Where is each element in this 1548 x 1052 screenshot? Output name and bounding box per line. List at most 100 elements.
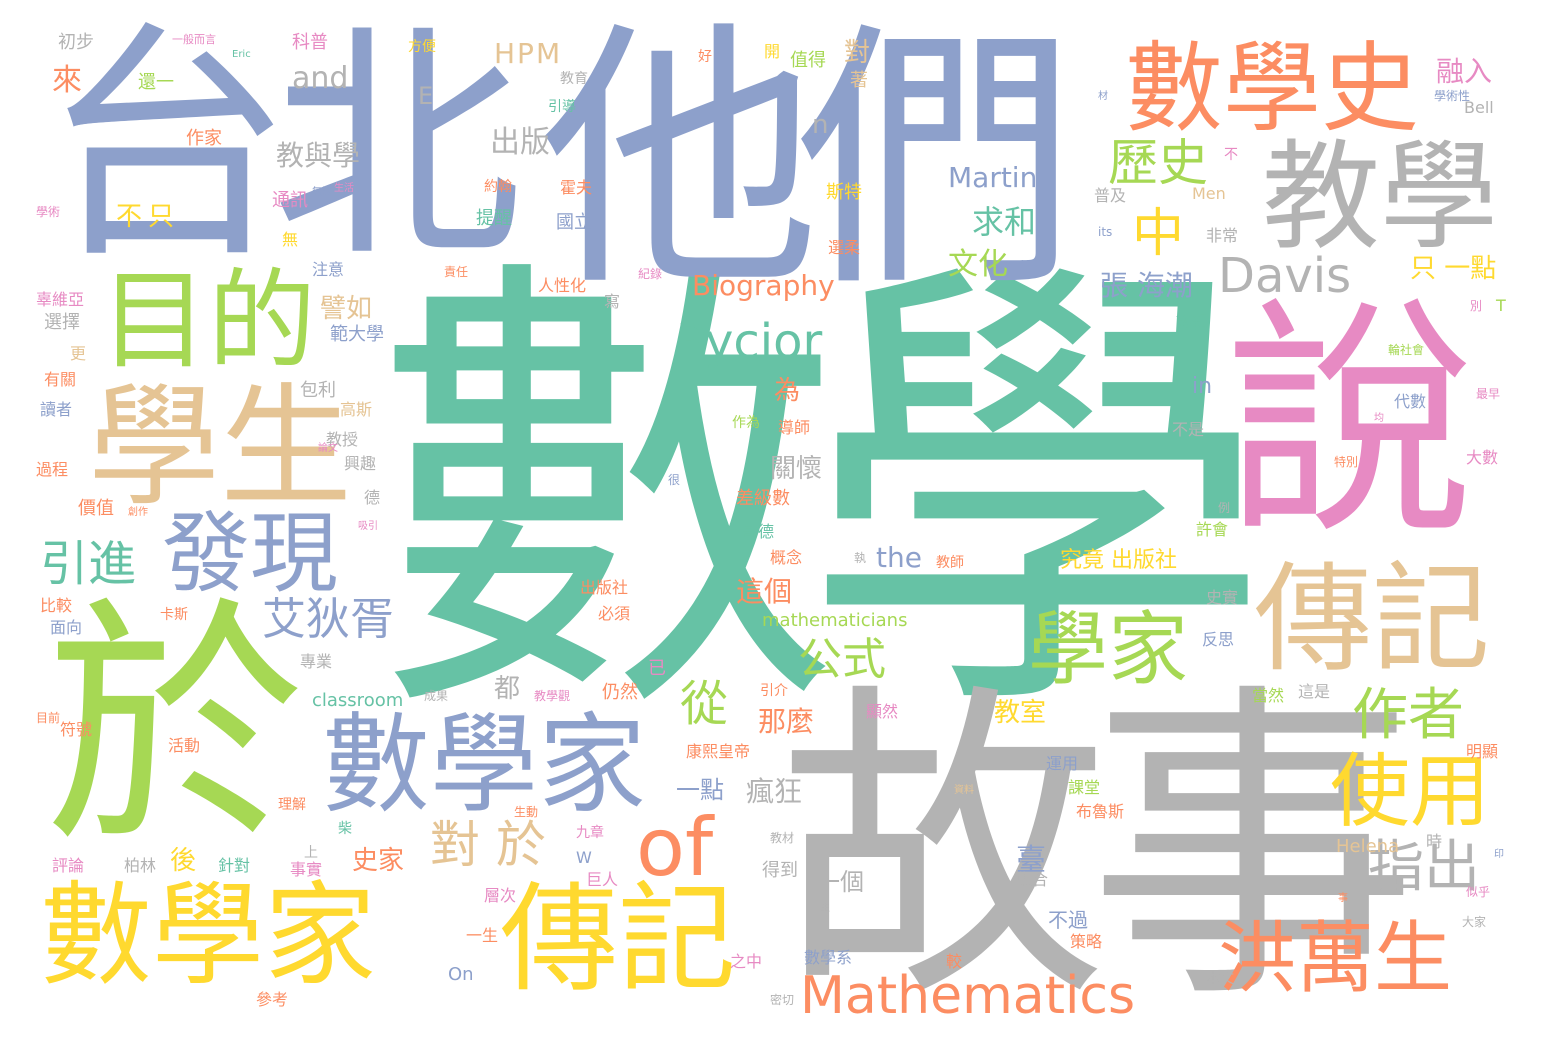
word: 資料 (954, 785, 974, 796)
word: 只 一點 (1410, 254, 1497, 284)
word: 科普 (292, 32, 328, 53)
word: 本文 (1206, 971, 1234, 987)
word: 數學家 (40, 871, 376, 1001)
word: of (636, 801, 714, 894)
word: 那麼 (758, 705, 815, 738)
word: 均 (1374, 413, 1384, 424)
word: 大家 (1462, 915, 1487, 929)
word: 得到 (762, 860, 798, 881)
word: 通訊 (272, 190, 308, 211)
word: 價值 (78, 498, 114, 519)
word: 霍夫 (560, 178, 593, 197)
word: 不過 (1048, 908, 1088, 932)
word: Mathematics (800, 966, 1136, 1026)
word: 一生 (466, 926, 499, 945)
word: 差級數 (736, 488, 790, 509)
word: 指出 (1368, 835, 1480, 900)
word: 作為 (732, 415, 760, 431)
word: 集合 (1016, 870, 1049, 889)
word: 史實 (1206, 588, 1239, 607)
word: 著 (850, 70, 868, 91)
word: 非常 (1206, 226, 1239, 245)
word: 當然 (1252, 686, 1285, 705)
word: 卡斯 (160, 607, 188, 623)
word: 概念 (770, 548, 803, 567)
word: 特別 (1334, 455, 1359, 469)
word: Eric (232, 49, 251, 60)
word: Bell (1464, 98, 1494, 117)
word: 瘋狂 (746, 775, 803, 808)
word: 使用 (1330, 745, 1490, 838)
word: 論文 (318, 443, 338, 454)
word: 哥德 (742, 522, 775, 541)
word: 巨人 (586, 870, 619, 889)
word: 不只 (116, 202, 181, 232)
word: 作者 (1352, 683, 1464, 748)
word: 發現 (162, 502, 339, 605)
word: 紀錄 (638, 267, 663, 281)
word: 斯特 (826, 182, 862, 203)
word: 生動 (514, 805, 539, 819)
word: 他們 (540, 0, 1076, 325)
word: 求和 (972, 203, 1037, 241)
word: 事 (1338, 893, 1348, 904)
word: 仍然 (602, 682, 638, 703)
word: n (812, 110, 829, 140)
word: 布魯斯 (1076, 802, 1125, 821)
word: 教學觀 (534, 689, 571, 703)
word: 時 (1426, 832, 1443, 851)
word: 後 (170, 846, 197, 876)
word: 出版 (490, 125, 550, 160)
word: 臺 (1016, 843, 1046, 878)
word: 代數 (1394, 392, 1427, 411)
word: 學家 (1028, 603, 1188, 696)
word: 柏林 (124, 856, 157, 875)
word: 針對 (218, 856, 251, 875)
word: 學術性 (1434, 89, 1471, 103)
word: 寫 (604, 292, 621, 311)
word: 傳記 (1254, 550, 1491, 688)
word: 值得 (790, 50, 826, 71)
word: On (448, 964, 474, 985)
word: 教育 (560, 71, 588, 87)
word: 數學系 (804, 948, 853, 967)
word: 來 (52, 63, 82, 98)
word: 引導 (548, 99, 576, 115)
word: 中 (1132, 204, 1185, 264)
word: 顯然 (866, 702, 899, 721)
word: 教材 (770, 831, 795, 845)
word: 目前 (36, 711, 61, 725)
word: 台北 (42, 1, 522, 292)
word: 有關 (44, 370, 77, 389)
word: 一點 (676, 776, 724, 804)
word: 一個 (816, 868, 864, 896)
word: Martin (948, 161, 1038, 194)
word: 一般而言 (172, 33, 216, 46)
word: 認知 (1176, 312, 1209, 331)
word: 公式 (798, 634, 886, 685)
word: 很 (668, 473, 681, 487)
word: 高斯 (340, 400, 373, 419)
word: 洪萬生 (1218, 914, 1453, 1004)
word: 對 於 (430, 816, 546, 874)
word: 創作 (128, 507, 148, 518)
word: 興趣 (344, 454, 377, 473)
word: 歷史 (1108, 134, 1208, 192)
word: 教室 (994, 698, 1047, 728)
word: 上 (304, 845, 318, 861)
word: 大數 (1466, 448, 1499, 467)
word: 參考 (256, 990, 289, 1009)
word: Pycior (676, 314, 823, 370)
word: 吸引 (358, 521, 378, 532)
word: 最早 (1476, 387, 1501, 401)
word: 密切 (770, 993, 795, 1007)
word: 執 (854, 551, 867, 565)
word: 目的 (100, 259, 317, 384)
word: 數學 (372, 223, 1272, 770)
word: 史家 (352, 846, 405, 876)
word: and (292, 61, 349, 96)
word: 比較 (40, 596, 73, 615)
word: 艾狄胥 (262, 594, 394, 645)
word: 較 (946, 952, 963, 971)
word: 似乎 (1466, 885, 1491, 899)
